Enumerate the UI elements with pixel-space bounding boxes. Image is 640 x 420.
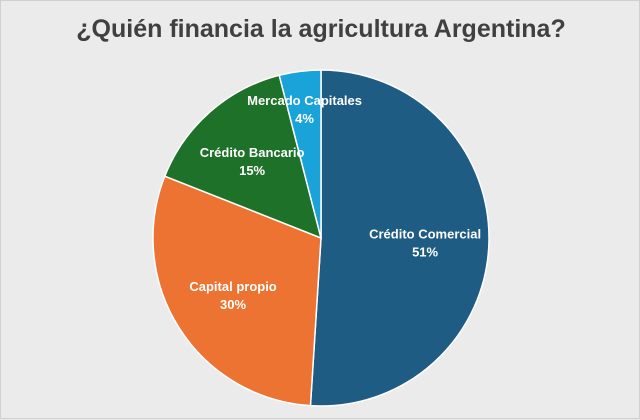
chart-title: ¿Quién financia la agricultura Argentina… [76,15,566,43]
slice-label: Crédito Comercial [369,226,481,241]
slice-value-label: 30% [220,297,246,312]
slice-label: Mercado Capitales [247,93,362,108]
slice-label: Crédito Bancario [200,145,305,160]
slice-value-label: 15% [239,163,265,178]
pie-slice-cr-dito-comercial [309,69,490,407]
slice-label: Capital propio [189,279,276,294]
pie-slice-capital-propio [152,175,322,407]
slice-value-label: 4% [295,111,314,126]
slice-value-label: 51% [412,244,438,259]
pie-slice-cr-dito-bancario [163,74,323,240]
pie-slice-mercado-capitales [278,69,322,239]
